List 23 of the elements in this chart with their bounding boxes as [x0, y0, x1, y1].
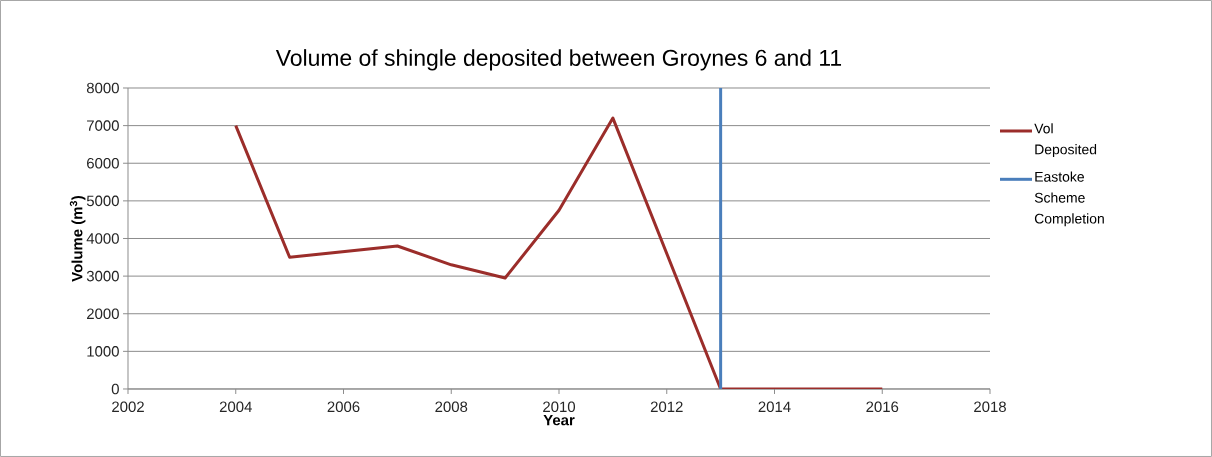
y-tick-label: 8000: [86, 82, 119, 94]
y-tick-label: 6000: [87, 157, 119, 169]
x-tick-label: 2016: [866, 401, 899, 413]
y-axis-title: Volume (m$^{3}$): [69, 195, 86, 282]
x-axis-title: Year: [543, 414, 575, 426]
y-tick-label: 0: [111, 383, 119, 395]
legend-label: Eastoke Scheme Completion: [1034, 171, 1104, 227]
y-tick-label: 1000: [87, 346, 119, 357]
y-tick-label: 3000: [86, 270, 119, 282]
x-tick-label: 2004: [219, 401, 252, 413]
y-tick-label: 2000: [87, 308, 119, 320]
chart-title: Volume of shingle deposited between Groynes 6 and 11: [275, 49, 842, 71]
y-tick-label: 5000: [86, 195, 119, 207]
x-tick-label: 2010: [543, 401, 576, 413]
x-tick-label: 2002: [112, 401, 144, 413]
x-tick-label: 2018: [974, 401, 1006, 413]
x-tick-label: 2014: [758, 401, 791, 413]
y-tick-label: 4000: [86, 233, 119, 244]
x-tick-label: 2012: [650, 401, 683, 413]
x-tick-label: 2008: [435, 401, 468, 413]
y-tick-label: 7000: [87, 120, 119, 131]
legend-label: Vol Deposited: [1034, 123, 1097, 158]
x-tick-label: 2006: [327, 401, 360, 413]
